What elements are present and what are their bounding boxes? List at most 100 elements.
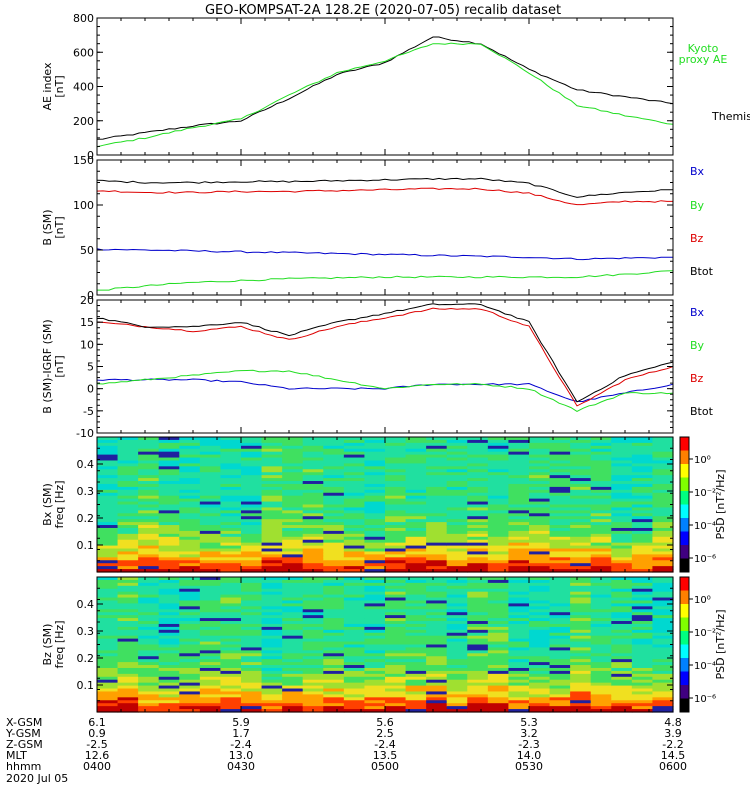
spectrogram-cell xyxy=(385,588,407,593)
colorbar-segment xyxy=(680,466,689,469)
spectrogram-cell xyxy=(117,551,139,555)
spectrogram-cell xyxy=(631,609,654,613)
spectrogram-cell xyxy=(302,673,324,678)
spectrogram-cell xyxy=(179,644,201,649)
spectrogram-cell xyxy=(467,621,489,625)
spectrogram-cell xyxy=(364,653,386,657)
spectrogram-cell xyxy=(220,445,242,450)
spectrogram-cell xyxy=(446,703,468,707)
spectrogram-cell xyxy=(261,644,283,649)
spectrogram-cell xyxy=(158,516,180,520)
spectrogram-cell xyxy=(652,688,674,693)
spectrogram-cell xyxy=(631,437,654,441)
spectrogram-cell xyxy=(179,606,201,610)
spectrogram-cell xyxy=(179,632,201,637)
spectrogram-cell xyxy=(179,475,201,479)
spectrogram-cell xyxy=(220,638,242,643)
spectrogram-cell xyxy=(220,557,242,561)
legend-label-themis-ae: Themis AE xyxy=(711,110,750,123)
spectrogram-cell xyxy=(529,525,551,529)
spectrogram-cell xyxy=(302,588,324,593)
spectrogram-cell xyxy=(529,516,551,520)
spectrogram-cell xyxy=(364,700,386,704)
spectrogram-cell xyxy=(343,492,366,497)
spectrogram-cell xyxy=(323,539,345,544)
spectrogram-cell xyxy=(426,621,448,625)
spectrogram-cell xyxy=(158,536,180,541)
spectrogram-cell xyxy=(467,594,489,599)
spectrogram-cell xyxy=(199,647,222,651)
spectrogram-cell xyxy=(117,530,139,535)
spectrogram-cell xyxy=(199,623,222,628)
spectrogram-cell xyxy=(405,670,427,675)
spectrogram-cell xyxy=(343,650,366,654)
spectrogram-cell xyxy=(364,539,386,544)
spectrogram-cell xyxy=(405,579,427,584)
spectrogram-cell xyxy=(220,437,242,441)
spectrogram-cell xyxy=(426,486,448,491)
spectrogram-cell xyxy=(487,557,510,561)
spectrogram-cell xyxy=(529,498,551,503)
spectrogram-cell xyxy=(117,481,139,485)
spectrogram-cell xyxy=(282,478,304,482)
spectrogram-cell xyxy=(611,638,633,643)
spectrogram-cell xyxy=(97,650,119,654)
spectrogram-cell xyxy=(323,507,345,511)
spectrogram-cell xyxy=(426,533,448,538)
spectrogram-cell xyxy=(302,662,324,666)
spectrogram-cell xyxy=(652,609,674,613)
spectrogram-cell xyxy=(158,472,180,476)
spectrogram-cell xyxy=(323,536,345,541)
footer-value: 0500 xyxy=(371,760,399,773)
spectrogram-cell xyxy=(611,632,633,637)
spectrogram-cell xyxy=(529,623,551,628)
spectrogram-cell xyxy=(138,557,160,561)
spectrogram-cell xyxy=(467,647,489,651)
y-tick-label: 0.1 xyxy=(77,539,95,552)
spectrogram-cell xyxy=(302,667,324,672)
spectrogram-cell xyxy=(241,486,263,491)
spectrogram-cell xyxy=(467,585,489,590)
legend-label-kyoto-proxy-ae: Kyoto xyxy=(688,42,719,55)
spectrogram-cell xyxy=(199,582,222,587)
spectrogram-cell xyxy=(446,612,468,616)
spectrogram-cell xyxy=(590,557,612,561)
spectrogram-cell xyxy=(261,706,283,710)
colorbar-segment xyxy=(680,520,689,523)
spectrogram-cell xyxy=(508,650,530,654)
spectrogram-cell xyxy=(426,472,448,476)
spectrogram-cell xyxy=(97,475,119,479)
footer-value: 0430 xyxy=(227,760,255,773)
spectrogram-cell xyxy=(282,694,304,698)
spectrogram-cell xyxy=(467,706,489,710)
colorbar-segment xyxy=(680,452,689,456)
spectrogram-cell xyxy=(138,545,160,550)
spectrogram-cell xyxy=(570,472,592,476)
spectrogram-cell xyxy=(179,522,201,526)
spectrogram-cell xyxy=(138,606,160,610)
spectrogram-cell xyxy=(590,525,612,529)
spectrogram-cell xyxy=(549,492,571,497)
spectrogram-cell xyxy=(631,629,654,634)
spectrogram-cell xyxy=(508,700,530,704)
spectrogram-cell xyxy=(97,609,119,613)
spectrogram-cell xyxy=(467,510,489,514)
colorbar-segment xyxy=(680,685,689,688)
spectrogram-cell xyxy=(220,507,242,511)
spectrogram-cell xyxy=(570,445,592,450)
spectrogram-cell xyxy=(282,513,304,517)
spectrogram-cell xyxy=(631,569,654,573)
spectrogram-cell xyxy=(199,489,222,494)
spectrogram-cell xyxy=(199,525,222,529)
spectrogram-cell xyxy=(529,600,551,605)
colorbar-segment xyxy=(680,628,689,632)
spectrogram-cell xyxy=(570,442,592,447)
spectrogram-cell xyxy=(508,673,530,678)
spectrogram-cell xyxy=(199,659,222,663)
spectrogram-cell xyxy=(282,600,304,605)
colorbar-segment xyxy=(680,615,689,618)
colorbar-segment xyxy=(680,547,689,550)
spectrogram-cell xyxy=(323,504,345,509)
spectrogram-cell xyxy=(343,626,366,631)
footer-value: 0.9 xyxy=(88,727,106,740)
